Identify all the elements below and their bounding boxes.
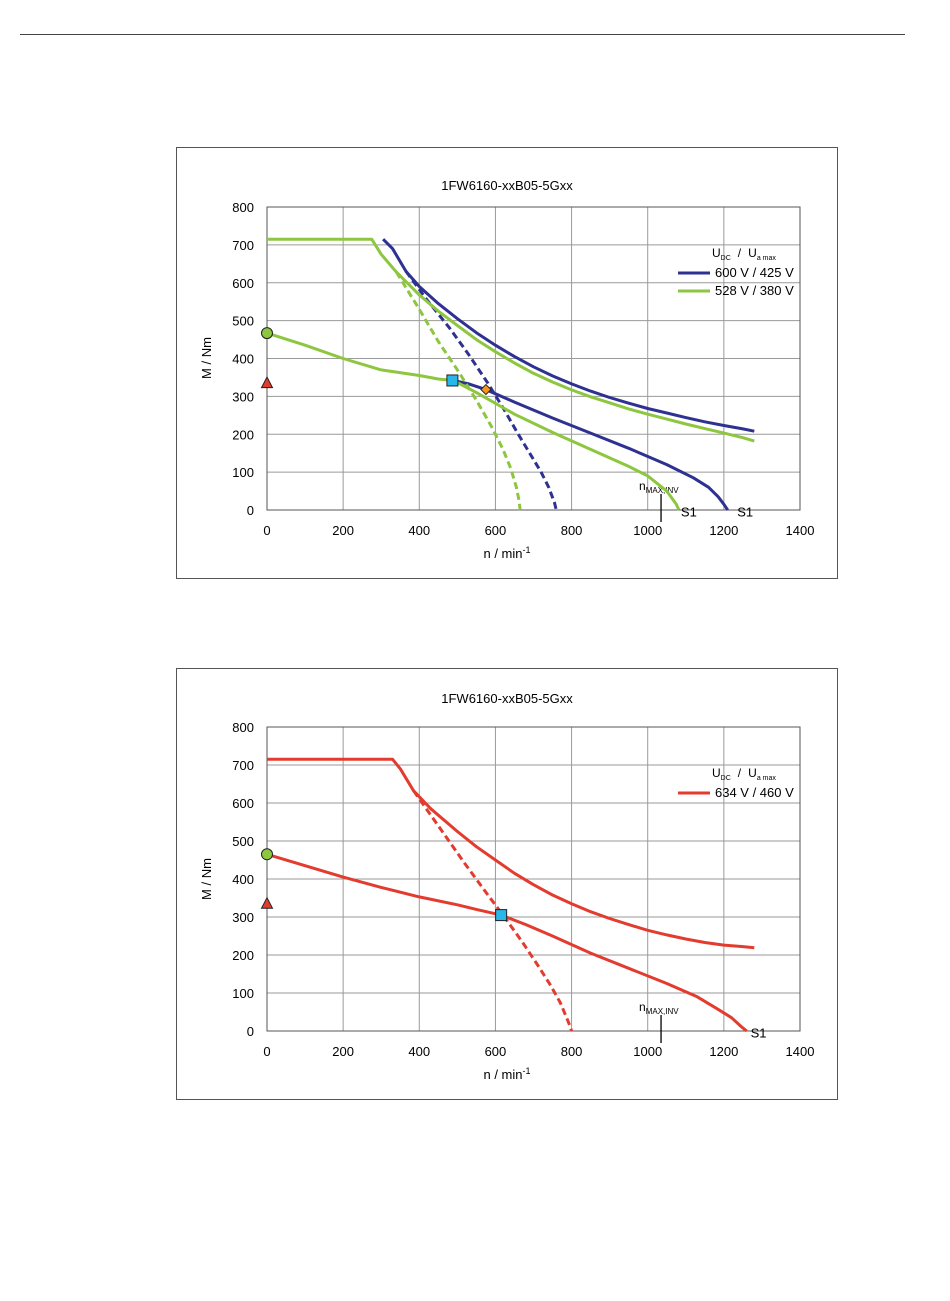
series-line-S1 (453, 379, 729, 511)
series-line-reduced (404, 270, 558, 511)
legend-header: UDC / Ua max (712, 246, 776, 262)
y-tick-label: 800 (232, 720, 254, 735)
x-axis-label-main: n / min (483, 546, 522, 561)
legend-header-separator: / (738, 246, 742, 260)
y-tick-label: 300 (232, 389, 254, 404)
x-axis-label-exponent: -1 (523, 1066, 531, 1076)
triangle-marker (260, 896, 274, 909)
x-tick-label: 1000 (633, 1044, 662, 1059)
x-tick-label: 1200 (709, 523, 738, 538)
plot-area-border (266, 206, 801, 511)
legend-header-dc-subscript: DC (721, 775, 731, 782)
x-tick-label: 600 (485, 523, 507, 538)
legend-header-dc-subscript: DC (721, 255, 731, 262)
y-tick-label: 200 (232, 427, 254, 442)
square-marker (446, 374, 459, 387)
x-axis-label: n / min-1 (483, 545, 530, 561)
x-axis-label-main: n / min (483, 1067, 522, 1082)
s1-label: S1 (751, 1026, 767, 1041)
series-line-max-torque (382, 238, 755, 433)
circle-marker (261, 848, 273, 861)
x-tick-label: 1400 (786, 523, 815, 538)
series-line-S1 (266, 852, 748, 1033)
torque-speed-chart-1: 1FW6160-xxB05-5Gxx M / Nm n / min-1 0 200… (199, 178, 815, 561)
diamond-marker (480, 383, 492, 396)
square-marker (495, 909, 508, 922)
y-tick-label: 700 (232, 238, 254, 253)
x-tick-label: 0 (263, 1044, 270, 1059)
x-tick-label: 1400 (786, 1044, 815, 1059)
legend-label: 600 V / 425 V (715, 265, 794, 280)
series-line-S1 (266, 331, 681, 511)
nmax-inv-label-subscript: MAX,INV (646, 486, 680, 495)
y-tick-label: 200 (232, 948, 254, 963)
legend-header: UDC / Ua max (712, 766, 776, 782)
x-axis-label-exponent: -1 (523, 545, 531, 555)
nmax-inv-label: nMAX,INV (639, 1000, 679, 1016)
y-tick-label: 400 (232, 352, 254, 367)
legend-header-udc: U (712, 766, 721, 780)
triangle-marker (260, 376, 274, 389)
y-tick-label: 600 (232, 796, 254, 811)
y-axis-label: M / Nm (199, 858, 214, 900)
legend-header-amax-subscript: a max (757, 775, 777, 782)
legend-header-ua: U (748, 246, 757, 260)
x-tick-label: 1200 (709, 1044, 738, 1059)
nmax-inv-label-main: n (639, 479, 646, 493)
y-tick-label: 600 (232, 276, 254, 291)
series-line-reduced (412, 789, 574, 1032)
legend-header-separator: / (738, 766, 742, 780)
x-tick-label: 400 (408, 1044, 430, 1059)
x-tick-label: 200 (332, 523, 354, 538)
chart-frame-1: 1FW6160-xxB05-5Gxx M / Nm n / min-1 0 200… (176, 147, 838, 579)
y-tick-label: 800 (232, 200, 254, 215)
legend-header-ua: U (748, 766, 757, 780)
y-tick-label: 700 (232, 758, 254, 773)
series-line-max-torque (267, 757, 755, 950)
chart-title: 1FW6160-xxB05-5Gxx (441, 178, 573, 193)
legend-header-amax-subscript: a max (757, 255, 777, 262)
y-tick-label: 500 (232, 834, 254, 849)
s1-label: S1 (737, 505, 753, 520)
x-tick-label: 600 (485, 1044, 507, 1059)
x-axis-label: n / min-1 (483, 1066, 530, 1082)
s1-label: S1 (681, 505, 697, 520)
x-tick-label: 1000 (633, 523, 662, 538)
page-header-rule (20, 34, 905, 35)
y-tick-label: 400 (232, 872, 254, 887)
y-tick-label: 100 (232, 986, 254, 1001)
legend-header-udc: U (712, 246, 721, 260)
x-tick-label: 0 (263, 523, 270, 538)
y-tick-label: 100 (232, 465, 254, 480)
legend-label: 528 V / 380 V (715, 283, 794, 298)
nmax-inv-label-main: n (639, 1000, 646, 1014)
x-tick-label: 800 (561, 1044, 583, 1059)
nmax-inv-label-subscript: MAX,INV (646, 1007, 680, 1016)
chart-title: 1FW6160-xxB05-5Gxx (441, 691, 573, 706)
series-line-max-torque (267, 237, 755, 443)
nmax-inv-label: nMAX,INV (639, 479, 679, 495)
plot-area-border (266, 726, 801, 1032)
x-tick-label: 200 (332, 1044, 354, 1059)
series-line-reduced (395, 271, 522, 511)
x-tick-label: 800 (561, 523, 583, 538)
y-axis-label: M / Nm (199, 337, 214, 379)
chart-frame-2: 1FW6160-xxB05-5Gxx M / Nm n / min-1 0 200… (176, 668, 838, 1100)
y-tick-label: 300 (232, 910, 254, 925)
y-tick-label: 0 (247, 1024, 254, 1039)
legend-label: 634 V / 460 V (715, 785, 794, 800)
torque-speed-chart-2: 1FW6160-xxB05-5Gxx M / Nm n / min-1 0 200… (199, 691, 815, 1082)
y-tick-label: 500 (232, 314, 254, 329)
x-tick-label: 400 (408, 523, 430, 538)
y-tick-label: 0 (247, 503, 254, 518)
circle-marker (261, 327, 273, 340)
